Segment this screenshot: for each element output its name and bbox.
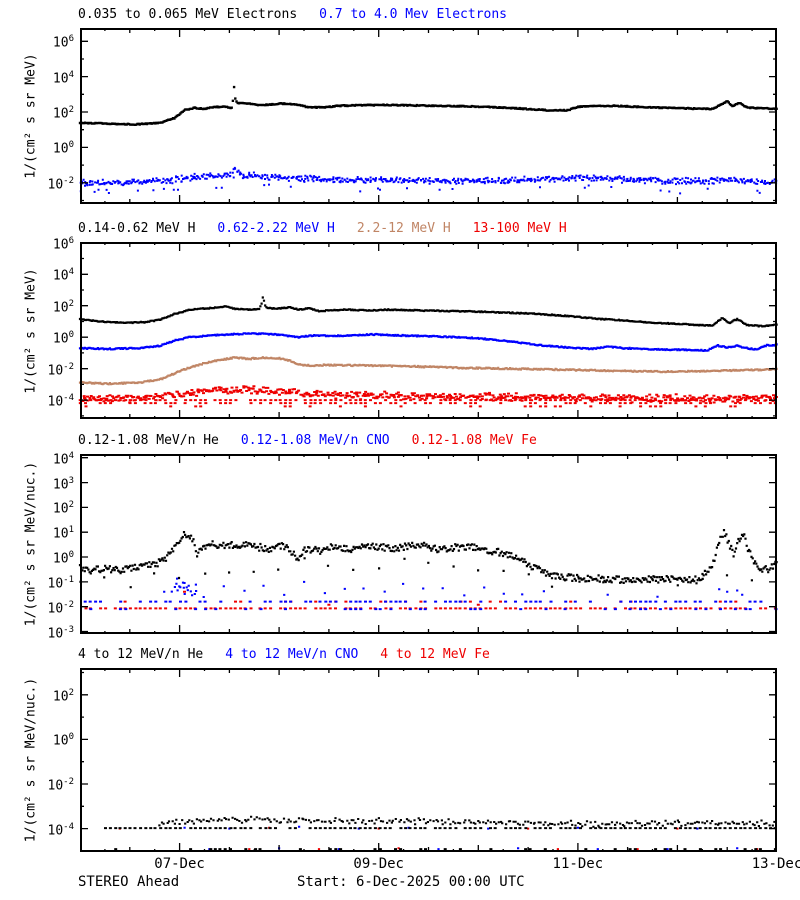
y-tick-label: 10-2 [47, 599, 75, 617]
y-tick-label: 10-2 [47, 175, 75, 193]
x-tick-label: 11-Dec [552, 856, 604, 872]
series-label: 4 to 12 MeV Fe [380, 647, 490, 662]
y-tick-label: 100 [52, 732, 74, 749]
y-tick-label: 101 [52, 525, 74, 542]
y-tick-label: 102 [52, 298, 74, 316]
y-tick-label: 102 [52, 105, 74, 122]
y-tick-label: 104 [52, 267, 74, 284]
y-tick-label: 10-1 [47, 574, 75, 592]
panel-title-electrons: 0.035 to 0.065 MeV Electrons 0.7 to 4.0 M… [78, 7, 507, 23]
y-tick-label: 103 [52, 475, 74, 492]
x-tick-label: 09-Dec [353, 856, 404, 872]
series-label: 0.7 to 4.0 Mev Electrons [319, 7, 507, 22]
y-tick-label: 100 [52, 330, 74, 347]
series-label: 4 to 12 MeV/n He [78, 647, 204, 662]
panel-title-heavy-low-energy: 0.12-1.08 MeV/n He 0.12-1.08 MeV/n CNO 0.1… [78, 433, 537, 449]
series-label: 0.12-1.08 MeV Fe [411, 433, 537, 448]
y-tick-label: 10-4 [47, 393, 75, 410]
panel-title-protons: 0.14-0.62 MeV H 0.62-2.22 MeV H 2.2-12 MeV… [78, 221, 567, 237]
series-label: 13-100 MeV H [472, 221, 567, 236]
y-tick-label: 10-2 [47, 776, 75, 794]
panel-title-heavy-high-energy: 4 to 12 MeV/n He 4 to 12 MeV/n CNO 4 to 12… [78, 647, 490, 663]
x-tick-label: 13-Dec [751, 856, 800, 872]
series-label: 0.035 to 0.065 MeV Electrons [78, 7, 298, 22]
plot-area-heavy-low-energy [78, 454, 778, 634]
y-tick-label: 10-4 [47, 821, 75, 838]
series-label: 0.62-2.22 MeV H [217, 221, 335, 236]
series-label: 0.12-1.08 MeV/n CNO [240, 433, 390, 448]
y-tick-label: 106 [52, 34, 74, 51]
start-time-label: Start: 6-Dec-2025 00:00 UTC [297, 874, 525, 890]
series-label: 2.2-12 MeV H [356, 221, 451, 236]
y-tick-label: 10-2 [47, 361, 75, 378]
y-tick-label: 102 [52, 500, 74, 517]
series-label: 0.14-0.62 MeV H [78, 221, 196, 236]
y-tick-label: 100 [52, 550, 74, 567]
x-tick-label: 07-Dec [154, 856, 205, 872]
y-tick-label: 106 [52, 235, 74, 253]
y-tick-label: 104 [52, 450, 74, 468]
y-tick-label: 104 [52, 69, 74, 86]
plot-area-electrons [78, 28, 778, 204]
series-label: 0.12-1.08 MeV/n He [78, 433, 219, 448]
plot-area-protons [78, 242, 778, 419]
series-label: 4 to 12 MeV/n CNO [225, 647, 359, 662]
y-tick-label: 10-3 [47, 624, 75, 641]
plot-area-heavy-high-energy [80, 668, 777, 852]
y-tick-label: 102 [52, 687, 74, 705]
spacecraft-label: STEREO Ahead [78, 874, 180, 890]
y-tick-label: 100 [52, 140, 74, 157]
